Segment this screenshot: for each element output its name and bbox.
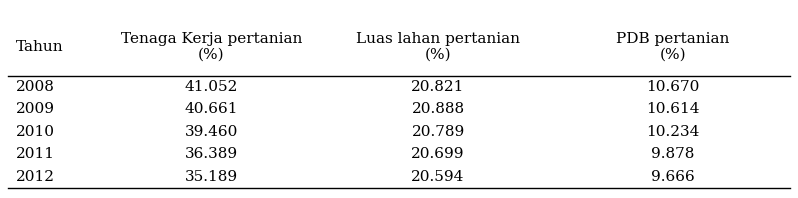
Text: 2011: 2011 [16, 148, 55, 162]
Text: 20.594: 20.594 [412, 170, 464, 184]
Text: 20.789: 20.789 [412, 125, 464, 139]
Text: 2008: 2008 [16, 80, 55, 94]
Text: 20.821: 20.821 [412, 80, 464, 94]
Text: PDB pertanian
(%): PDB pertanian (%) [616, 31, 729, 62]
Text: 35.189: 35.189 [185, 170, 238, 184]
Text: Luas lahan pertanian
(%): Luas lahan pertanian (%) [356, 31, 520, 62]
Text: 10.234: 10.234 [646, 125, 699, 139]
Text: 36.389: 36.389 [185, 148, 238, 162]
Text: 39.460: 39.460 [184, 125, 238, 139]
Text: 2009: 2009 [16, 103, 55, 116]
Text: 2012: 2012 [16, 170, 55, 184]
Text: 9.666: 9.666 [651, 170, 694, 184]
Text: 10.614: 10.614 [646, 103, 700, 116]
Text: 10.670: 10.670 [646, 80, 699, 94]
Text: Tahun: Tahun [16, 40, 63, 54]
Text: 20.888: 20.888 [412, 103, 464, 116]
Text: 9.878: 9.878 [651, 148, 694, 162]
Text: 41.052: 41.052 [184, 80, 238, 94]
Text: 2010: 2010 [16, 125, 55, 139]
Text: 20.699: 20.699 [411, 148, 465, 162]
Text: Tenaga Kerja pertanian
(%): Tenaga Kerja pertanian (%) [120, 31, 302, 62]
Text: 40.661: 40.661 [184, 103, 238, 116]
